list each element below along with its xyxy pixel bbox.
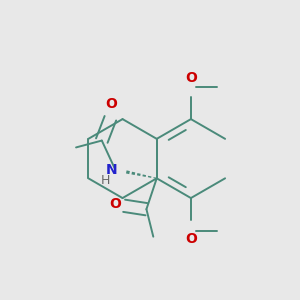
Text: O: O — [185, 71, 197, 85]
Text: O: O — [110, 197, 122, 211]
Text: O: O — [106, 97, 117, 111]
Text: H: H — [101, 173, 111, 187]
Text: N: N — [106, 164, 117, 177]
Text: O: O — [185, 232, 197, 246]
